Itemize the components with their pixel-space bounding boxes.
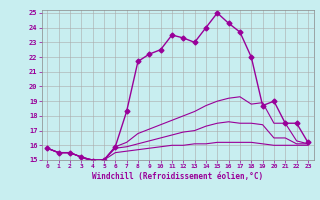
X-axis label: Windchill (Refroidissement éolien,°C): Windchill (Refroidissement éolien,°C) [92,172,263,181]
